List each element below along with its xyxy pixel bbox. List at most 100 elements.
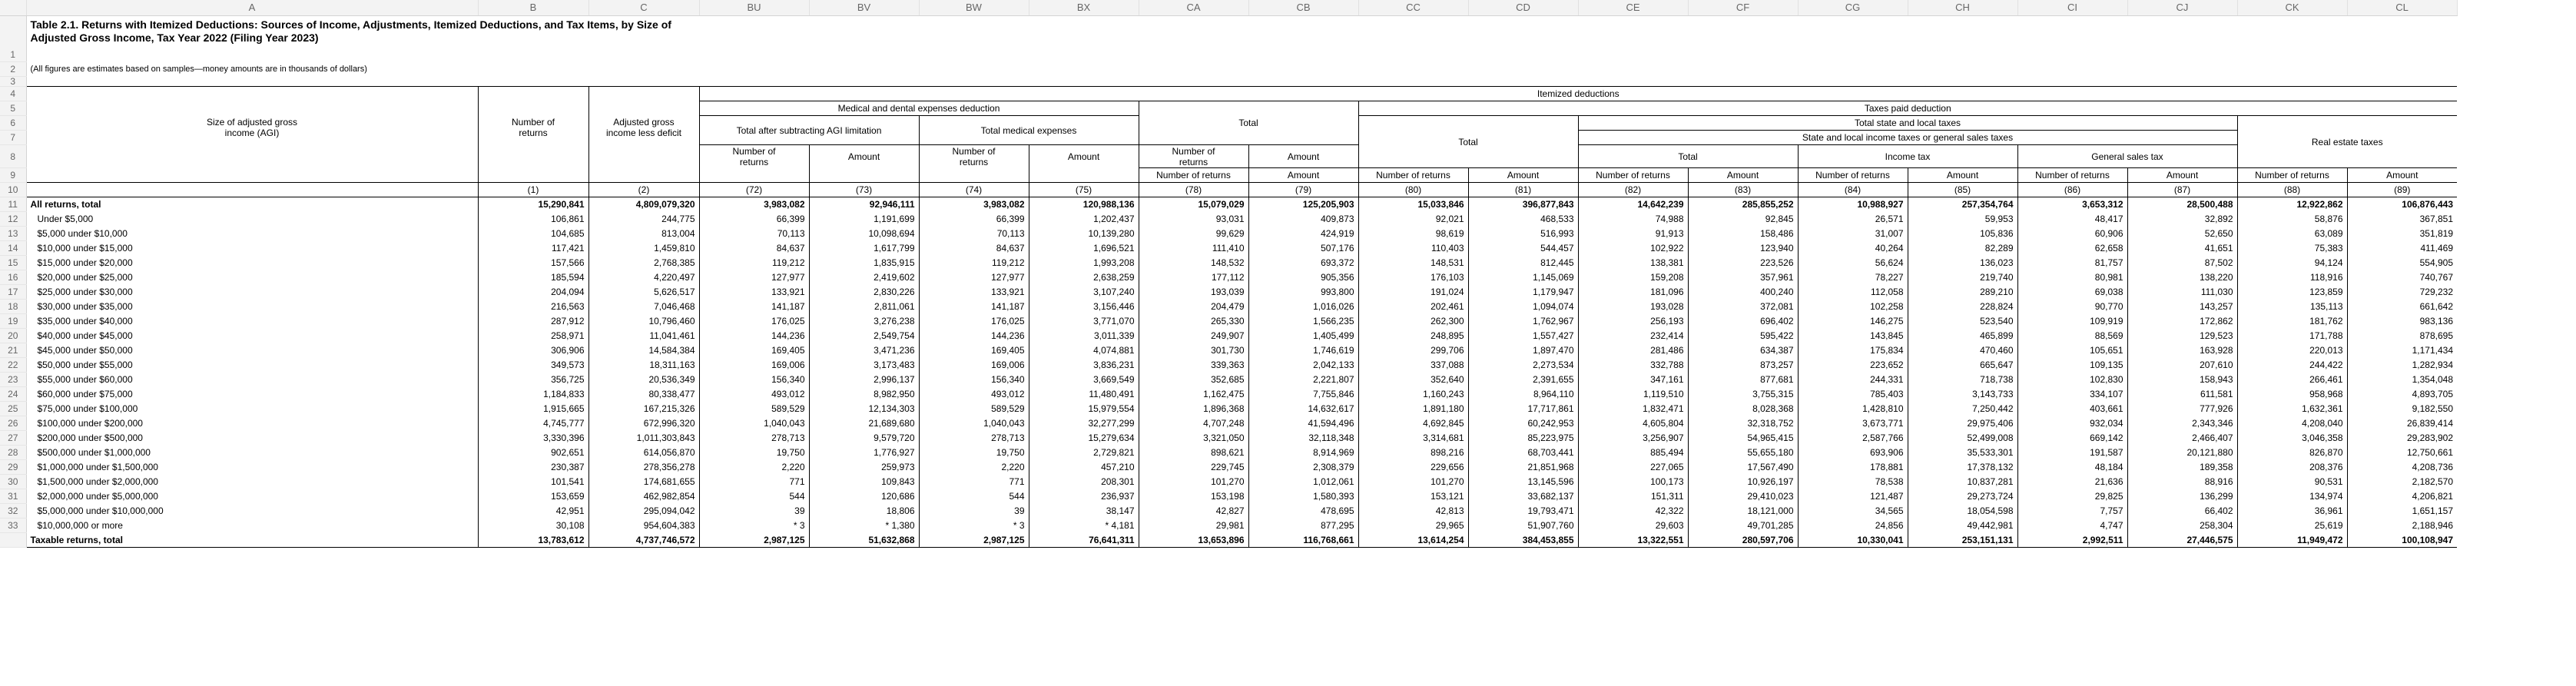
column-header[interactable]: CB bbox=[1248, 0, 1359, 16]
data-cell: 110,403 bbox=[1358, 240, 1469, 256]
data-cell: 1,184,833 bbox=[478, 386, 589, 402]
data-cell: 905,356 bbox=[1248, 270, 1359, 285]
header-medical-deduction: Medical and dental expenses deduction bbox=[699, 101, 1139, 116]
data-cell: 544 bbox=[699, 489, 810, 504]
data-cell: 153,659 bbox=[478, 489, 589, 504]
row-number[interactable]: 1 bbox=[0, 15, 27, 62]
data-cell: 1,040,043 bbox=[919, 416, 1029, 431]
data-cell: 143,257 bbox=[2127, 299, 2238, 314]
row-number[interactable]: 30 bbox=[0, 474, 27, 489]
row-number[interactable]: 22 bbox=[0, 357, 27, 373]
data-cell: 138,381 bbox=[1578, 255, 1689, 270]
row-number[interactable]: 19 bbox=[0, 313, 27, 329]
table-row: 20 $40,000 under $45,000 258,971 11,041,461… bbox=[0, 328, 2457, 343]
data-cell: 56,624 bbox=[1798, 255, 1908, 270]
row-number[interactable]: 12 bbox=[0, 211, 27, 227]
data-cell: 48,184 bbox=[2017, 459, 2128, 475]
row-number[interactable]: 17 bbox=[0, 284, 27, 300]
column-header[interactable]: C bbox=[588, 0, 700, 16]
row-label: $25,000 under $30,000 bbox=[26, 284, 479, 300]
data-cell: 244,422 bbox=[2237, 357, 2348, 373]
row-number[interactable]: 10 bbox=[0, 182, 27, 197]
row-number[interactable]: 27 bbox=[0, 430, 27, 446]
row-number[interactable]: 14 bbox=[0, 240, 27, 256]
column-header[interactable]: B bbox=[478, 0, 589, 16]
row-number[interactable]: 16 bbox=[0, 270, 27, 285]
data-cell: 771 bbox=[919, 474, 1029, 489]
row-number[interactable]: 26 bbox=[0, 416, 27, 431]
row-number[interactable]: 3 bbox=[0, 76, 27, 87]
column-header[interactable]: CF bbox=[1688, 0, 1799, 16]
header-total-medical-expenses: Total medical expenses bbox=[919, 115, 1139, 145]
data-cell: 898,621 bbox=[1139, 445, 1249, 460]
row-number[interactable]: 11 bbox=[0, 197, 27, 212]
data-cell: 169,006 bbox=[919, 357, 1029, 373]
data-cell: 9,182,550 bbox=[2412, 403, 2453, 414]
column-header[interactable]: CI bbox=[2017, 0, 2128, 16]
row-number[interactable]: 31 bbox=[0, 489, 27, 504]
column-header[interactable]: CC bbox=[1358, 0, 1469, 16]
row-number[interactable]: 2 bbox=[0, 61, 27, 77]
column-header[interactable]: CG bbox=[1798, 0, 1908, 16]
column-header[interactable]: BX bbox=[1029, 0, 1139, 16]
row-number[interactable]: 13 bbox=[0, 226, 27, 241]
column-header[interactable]: A bbox=[26, 0, 479, 16]
data-cell: 2,220 bbox=[699, 459, 810, 475]
row-number[interactable]: 4 bbox=[0, 86, 27, 101]
data-cell: 13,614,254 bbox=[1358, 532, 1469, 548]
column-header[interactable]: CJ bbox=[2127, 0, 2238, 16]
row-number[interactable]: 5 bbox=[0, 101, 27, 116]
select-all-corner[interactable] bbox=[0, 0, 27, 16]
row-number[interactable]: 28 bbox=[0, 445, 27, 460]
row-number[interactable]: 32 bbox=[0, 503, 27, 519]
data-cell: 19,793,471 bbox=[1468, 503, 1579, 519]
row-number[interactable]: 7 bbox=[0, 130, 27, 145]
column-header[interactable]: CK bbox=[2237, 0, 2348, 16]
data-cell: 40,264 bbox=[1798, 240, 1908, 256]
row-number[interactable]: 20 bbox=[0, 328, 27, 343]
column-header[interactable]: BU bbox=[699, 0, 810, 16]
row-number[interactable]: 18 bbox=[0, 299, 27, 314]
data-cell: 1,891,180 bbox=[1358, 401, 1469, 416]
column-header[interactable]: CH bbox=[1908, 0, 2018, 16]
column-header[interactable]: BV bbox=[809, 0, 920, 16]
row-number[interactable]: 15 bbox=[0, 255, 27, 270]
column-header[interactable]: CE bbox=[1578, 0, 1689, 16]
column-header[interactable]: BW bbox=[919, 0, 1029, 16]
data-cell: 2,992,511 bbox=[2017, 532, 2128, 548]
row-number[interactable] bbox=[0, 532, 27, 548]
data-cell: 90,531 bbox=[2237, 474, 2348, 489]
column-header[interactable]: CD bbox=[1468, 0, 1579, 16]
data-cell: 4,745,777 bbox=[478, 416, 589, 431]
data-cell: 544,457 bbox=[1468, 240, 1579, 256]
row-number[interactable]: 21 bbox=[0, 343, 27, 358]
data-cell: 2,308,379 bbox=[1248, 459, 1359, 475]
row-number[interactable]: 6 bbox=[0, 115, 27, 131]
row-number[interactable]: 25 bbox=[0, 401, 27, 416]
data-cell: 41,594,496 bbox=[1248, 416, 1359, 431]
column-header[interactable]: CL bbox=[2347, 0, 2458, 16]
data-cell: 334,107 bbox=[2017, 386, 2128, 402]
table-row: 26 $100,000 under $200,000 4,745,777 672,99… bbox=[0, 416, 2457, 431]
data-cell: 59,953 bbox=[1908, 211, 2018, 227]
data-cell: 554,905 bbox=[2419, 257, 2453, 268]
data-cell: 18,054,598 bbox=[1908, 503, 2018, 519]
data-cell: 278,713 bbox=[699, 430, 810, 446]
header-amount: Amount bbox=[1468, 167, 1579, 183]
data-cell: 265,330 bbox=[1139, 313, 1249, 329]
column-number-cell: (87) bbox=[2127, 182, 2238, 197]
data-cell: 66,399 bbox=[699, 211, 810, 227]
data-cell: * 3 bbox=[699, 518, 810, 533]
column-header[interactable]: CA bbox=[1139, 0, 1249, 16]
data-cell: 204,479 bbox=[1139, 299, 1249, 314]
data-cell: 665,647 bbox=[1908, 357, 2018, 373]
data-cell: 58,876 bbox=[2237, 211, 2348, 227]
row-number[interactable]: 23 bbox=[0, 372, 27, 387]
row-number[interactable]: 29 bbox=[0, 459, 27, 475]
data-cell: 54,965,415 bbox=[1688, 430, 1799, 446]
data-cell: 4,893,705 bbox=[2412, 389, 2453, 399]
row-number[interactable]: 33 bbox=[0, 518, 27, 533]
row-number[interactable]: 24 bbox=[0, 386, 27, 402]
row-number[interactable]: 9 bbox=[0, 167, 27, 183]
row-number[interactable]: 8 bbox=[0, 144, 27, 168]
